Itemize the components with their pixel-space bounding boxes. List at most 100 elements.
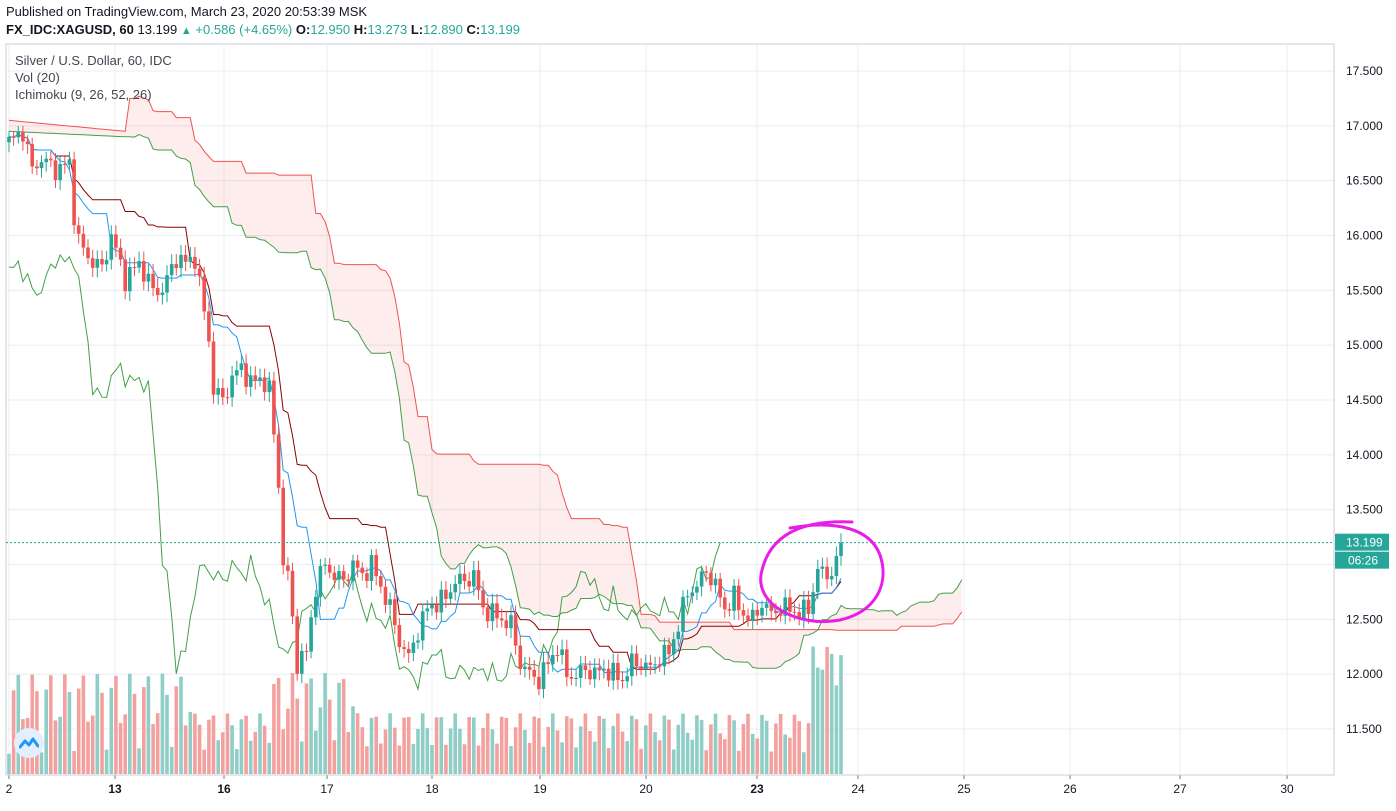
symbol-label: FX_IDC:XAGUSD, 60 [6,22,134,37]
candle [839,533,843,566]
candle [109,225,114,270]
high-label: H: [353,22,368,37]
volume-bar [351,706,355,774]
volume-bar [462,744,467,774]
volume-bar [295,698,299,774]
volume-bar [704,750,708,774]
candle [476,560,481,600]
candle [346,573,351,588]
volume-bar [532,716,536,774]
tradingview-logo-icon[interactable] [14,728,44,758]
candle [490,593,495,631]
candle [44,151,48,172]
candle [104,251,109,272]
candle [644,654,648,677]
candle [834,546,839,584]
volume-bar [760,714,764,774]
candle [727,603,732,617]
volume-bar [239,719,244,774]
volume-bar [179,676,183,774]
candle [709,567,713,592]
volume-bar [509,746,513,774]
candle [495,593,499,628]
candle [592,658,597,688]
volume-bar [681,713,685,774]
candle [541,652,546,699]
y-tick-label: 12.500 [1346,612,1383,626]
y-tick-label: 13.500 [1346,503,1383,517]
candle [555,645,560,662]
volume-bar [769,751,774,774]
candle [49,151,53,167]
candle [467,571,471,593]
candle [546,652,550,674]
candle [90,249,95,277]
candle [7,131,11,153]
candle [151,264,155,296]
candle [397,618,402,653]
candle [560,639,564,665]
volume-bar [606,748,611,774]
candle [532,660,536,686]
candle [565,639,569,687]
candle [499,608,504,628]
volume-bar [634,719,639,774]
volume-bar [676,724,681,774]
candle [95,250,100,278]
volume-bar [592,741,597,774]
candle [267,371,272,402]
volume-bar [736,750,741,774]
volume-bar [314,730,318,774]
volume-bar [58,716,62,774]
quote-line: FX_IDC:XAGUSD, 60 13.199 ▲ +0.586 (+4.65… [6,22,520,37]
volume-bar [625,741,629,774]
candle [625,667,629,689]
candle [72,151,76,234]
x-tick-label: 20 [639,782,653,796]
volume-bar [95,674,100,774]
volume-bar [169,746,174,774]
candle [25,135,30,154]
volume-bar [300,741,304,774]
candle [123,250,127,300]
candle [100,250,104,272]
x-tick-label: 19 [533,782,547,796]
volume-bar [383,729,388,774]
y-tick-label: 12.000 [1346,667,1383,681]
candle [816,559,820,600]
volume-bar [518,713,523,774]
volume-bar [286,708,290,774]
volume-bar [188,711,193,774]
annotation-circle[interactable] [759,520,885,624]
volume-bar [569,718,574,774]
volume-bar [425,728,430,774]
volume-bar [30,674,34,774]
candle [588,660,592,685]
candle [695,580,699,600]
volume-bar [699,719,704,774]
ichimoku-cloud [9,96,962,669]
candle [746,608,750,627]
volume-bar [490,729,495,774]
volume-bar [118,722,123,774]
candle [537,666,541,696]
candle [169,254,174,283]
high-value: 13.273 [367,22,408,37]
senkou-span-a-line [8,130,963,669]
volume-bar [541,746,546,774]
volume-bar [16,674,21,774]
volume-bar [258,713,262,774]
volume-bar [481,727,485,774]
candle [811,583,815,622]
candle [360,562,365,581]
candle [253,366,258,390]
volume-bar [174,686,179,774]
candle [351,554,355,591]
candle [406,641,411,663]
volume-bar [81,675,86,774]
volume-bar [230,725,234,774]
candle [244,354,248,395]
candle [676,625,681,646]
volume-bar [374,716,378,774]
